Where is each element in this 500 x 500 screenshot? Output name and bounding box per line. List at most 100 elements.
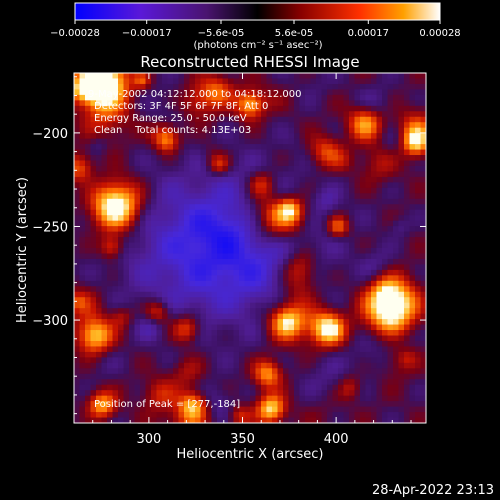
- heatmap-cell: [244, 330, 251, 336]
- heatmap-cell: [277, 176, 284, 183]
- heatmap-cell: [167, 335, 174, 342]
- heatmap-cell: [321, 302, 328, 309]
- heatmap-cell: [162, 116, 168, 123]
- heatmap-cell: [393, 237, 399, 243]
- heatmap-cell: [96, 226, 102, 232]
- heatmap-cell: [310, 94, 317, 101]
- heatmap-cell: [343, 94, 350, 101]
- heatmap-cell: [420, 127, 426, 134]
- heatmap-cell: [398, 308, 405, 315]
- heatmap-cell: [365, 149, 372, 156]
- heatmap-cell: [85, 417, 91, 423]
- heatmap-cell: [178, 242, 185, 249]
- heatmap-cell: [206, 193, 212, 200]
- heatmap-cell: [360, 412, 366, 418]
- heatmap-cell: [316, 231, 322, 238]
- heatmap-cell: [134, 133, 141, 140]
- heatmap-cell: [398, 111, 405, 118]
- heatmap-cell: [255, 351, 262, 358]
- heatmap-cell: [195, 155, 201, 161]
- heatmap-cell: [294, 171, 300, 178]
- heatmap-cell: [173, 127, 179, 134]
- heatmap-cell: [299, 187, 306, 194]
- heatmap-cell: [200, 127, 207, 134]
- heatmap-cell: [151, 171, 157, 178]
- heatmap-cell: [305, 324, 311, 331]
- heatmap-cell: [206, 335, 212, 342]
- heatmap-cell: [101, 73, 108, 79]
- heatmap-cell: [118, 242, 124, 249]
- heatmap-cell: [79, 187, 86, 194]
- heatmap-cell: [316, 122, 322, 129]
- heatmap-cell: [266, 248, 273, 254]
- heatmap-cell: [222, 330, 229, 336]
- heatmap-cell: [409, 286, 416, 293]
- heatmap-cell: [261, 160, 267, 167]
- heatmap-cell: [310, 78, 317, 85]
- heatmap-cell: [420, 111, 426, 118]
- heatmap-cell: [145, 302, 152, 309]
- heatmap-cell: [266, 215, 273, 222]
- heatmap-cell: [294, 144, 300, 150]
- heatmap-cell: [200, 340, 207, 347]
- heatmap-cell: [123, 78, 130, 85]
- heatmap-cell: [107, 335, 113, 342]
- heatmap-cell: [162, 231, 168, 238]
- heatmap-cell: [316, 308, 322, 315]
- heatmap-cell: [387, 187, 394, 194]
- heatmap-cell: [85, 248, 91, 254]
- heatmap-cell: [96, 406, 102, 413]
- heatmap-cell: [189, 286, 196, 293]
- heatmap-cell: [178, 160, 185, 167]
- heatmap-cell: [90, 346, 97, 353]
- heatmap-cell: [393, 155, 399, 161]
- heatmap-cell: [393, 209, 399, 216]
- heatmap-cell: [184, 269, 190, 276]
- heatmap-cell: [85, 73, 91, 79]
- heatmap-cell: [338, 187, 344, 194]
- heatmap-cell: [299, 368, 306, 375]
- heatmap-cell: [332, 193, 339, 200]
- heatmap-cell: [321, 149, 328, 156]
- heatmap-cell: [299, 149, 306, 156]
- heatmap-cell: [134, 122, 141, 129]
- heatmap-cell: [283, 182, 289, 189]
- heatmap-cell: [343, 165, 350, 172]
- heatmap-cell: [404, 94, 410, 101]
- heatmap-cell: [162, 357, 168, 364]
- heatmap-cell: [338, 133, 344, 140]
- heatmap-cell: [327, 258, 333, 265]
- heatmap-cell: [118, 100, 124, 107]
- heatmap-cell: [184, 105, 190, 112]
- heatmap-cell: [173, 373, 179, 380]
- heatmap-cell: [387, 373, 394, 380]
- heatmap-cell: [85, 198, 91, 205]
- heatmap-cell: [305, 204, 311, 211]
- heatmap-cell: [316, 264, 322, 271]
- heatmap-cell: [393, 215, 399, 222]
- heatmap-cell: [382, 275, 388, 282]
- heatmap-cell: [283, 368, 289, 375]
- heatmap-cell: [206, 373, 212, 380]
- heatmap-cell: [305, 269, 311, 276]
- heatmap-cell: [338, 373, 344, 380]
- heatmap-cell: [272, 100, 278, 107]
- heatmap-cell: [393, 384, 399, 391]
- heatmap-cell: [118, 116, 124, 123]
- heatmap-cell: [294, 362, 300, 369]
- heatmap-cell: [349, 73, 355, 79]
- heatmap-cell: [299, 226, 306, 232]
- heatmap-cell: [233, 280, 240, 287]
- heatmap-cell: [118, 302, 124, 309]
- heatmap-cell: [233, 231, 240, 238]
- heatmap-cell: [277, 94, 284, 101]
- heatmap-cell: [101, 215, 108, 222]
- heatmap-cell: [277, 401, 284, 407]
- heatmap-cell: [222, 346, 229, 353]
- heatmap-cell: [360, 204, 366, 211]
- heatmap-cell: [85, 176, 91, 183]
- heatmap-cell: [118, 193, 124, 200]
- heatmap-cell: [156, 89, 163, 96]
- heatmap-cell: [123, 231, 130, 238]
- heatmap-cell: [382, 73, 388, 79]
